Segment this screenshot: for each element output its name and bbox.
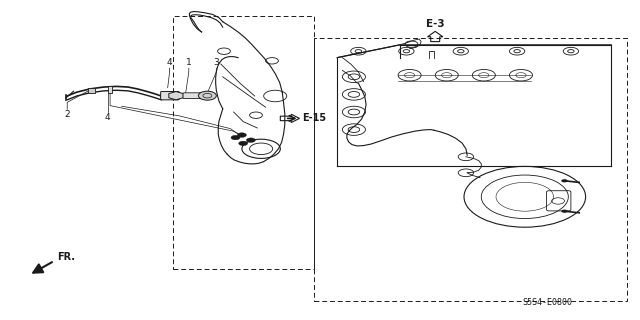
Text: S5S4-E0800: S5S4-E0800 (522, 298, 572, 307)
Circle shape (561, 179, 568, 182)
Circle shape (561, 210, 568, 213)
Bar (173, 16, 314, 269)
FancyBboxPatch shape (183, 93, 205, 99)
Circle shape (231, 135, 240, 140)
Text: 4: 4 (167, 58, 172, 67)
Text: 2: 2 (65, 110, 70, 119)
Bar (314, 38, 627, 301)
Polygon shape (108, 86, 112, 93)
Text: E-3: E-3 (426, 19, 445, 29)
Text: 3: 3 (214, 58, 219, 67)
Polygon shape (169, 92, 183, 100)
Text: E-15: E-15 (302, 113, 326, 124)
Circle shape (239, 141, 248, 146)
Circle shape (246, 138, 255, 142)
Text: 1: 1 (186, 58, 191, 67)
FancyBboxPatch shape (161, 92, 179, 100)
Circle shape (198, 91, 216, 100)
Circle shape (237, 133, 246, 137)
Text: 4: 4 (105, 113, 110, 122)
Text: FR.: FR. (58, 252, 76, 262)
Polygon shape (88, 88, 95, 93)
